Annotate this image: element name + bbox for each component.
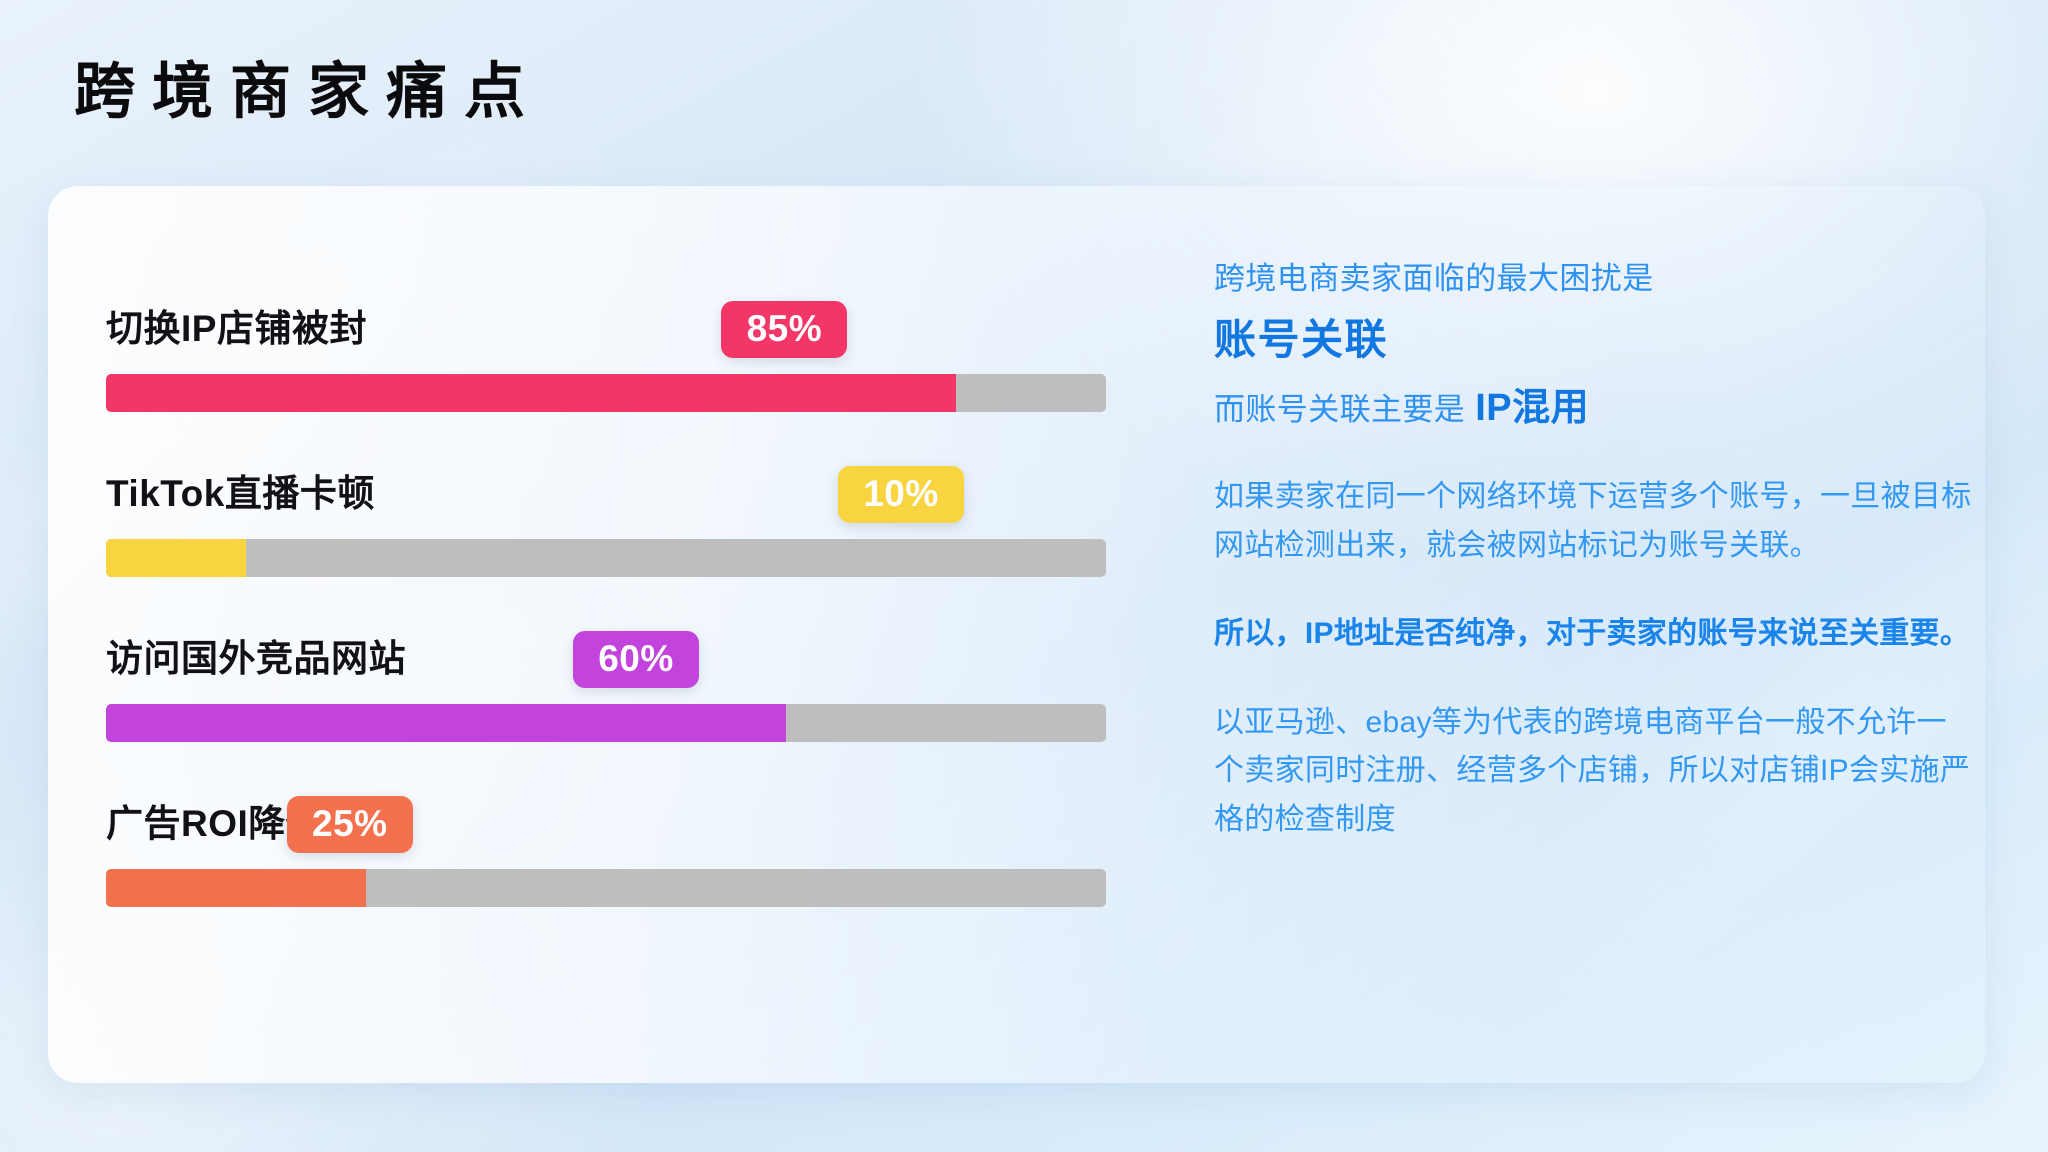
bar-fill xyxy=(106,374,956,412)
bar-header: 广告ROI降低 25% xyxy=(106,761,1166,853)
pain-point-bar-chart: 切换IP店铺被封 85% TikTok直播卡顿 10% 访问国外竞品网站 xyxy=(106,266,1166,926)
bar-track xyxy=(106,704,1106,742)
copy-hero: 账号关联 xyxy=(1214,316,1389,364)
bar-row: TikTok直播卡顿 10% xyxy=(106,431,1166,596)
bar-label: 广告ROI降低 xyxy=(106,803,324,844)
bar-row: 访问国外竞品网站 60% xyxy=(106,596,1166,761)
copy-paragraph-1: 如果卖家在同一个网络环境下运营多个账号，一旦被目标网站检测出来，就会被网站标记为… xyxy=(1214,480,1972,562)
bar-label: 访问国外竞品网站 xyxy=(106,638,406,679)
copy-sub-prefix: 而账号关联主要是 xyxy=(1214,391,1466,427)
bar-label: 切换IP店铺被封 xyxy=(106,308,367,349)
copy-lead: 跨境电商卖家面临的最大困扰是 xyxy=(1214,261,1654,296)
bar-header: TikTok直播卡顿 10% xyxy=(106,431,1166,523)
copy-subheading: 而账号关联主要是 IP混用 xyxy=(1214,384,1974,433)
bar-value-badge: 10% xyxy=(838,466,964,523)
copy-sub-emphasis: IP混用 xyxy=(1475,386,1590,429)
bar-fill xyxy=(106,704,786,742)
bar-value-badge: 85% xyxy=(721,301,848,358)
explanation-panel: 跨境电商卖家面临的最大困扰是 账号关联 而账号关联主要是 IP混用 如果卖家在同一… xyxy=(1214,256,1974,845)
bar-row: 广告ROI降低 25% xyxy=(106,761,1166,926)
bar-track xyxy=(106,869,1106,907)
copy-paragraph-2: 所以，IP地址是否纯净，对于卖家的账号来说至关重要。 xyxy=(1214,617,1971,651)
bar-value-badge: 25% xyxy=(286,796,413,853)
content-card: 切换IP店铺被封 85% TikTok直播卡顿 10% 访问国外竞品网站 xyxy=(48,186,1985,1083)
bar-track xyxy=(106,539,1106,577)
bar-header: 访问国外竞品网站 60% xyxy=(106,596,1166,688)
bar-label: TikTok直播卡顿 xyxy=(106,473,375,514)
bar-row: 切换IP店铺被封 85% xyxy=(106,266,1166,431)
bar-fill xyxy=(106,869,366,907)
bar-fill xyxy=(106,539,246,577)
bar-header: 切换IP店铺被封 85% xyxy=(106,266,1166,358)
bar-value-badge: 60% xyxy=(573,631,699,688)
copy-paragraph-3: 以亚马逊、ebay等为代表的跨境电商平台一般不允许一个卖家同时注册、经营多个店铺… xyxy=(1214,705,1971,836)
page-title: 跨境商家痛点 xyxy=(74,57,543,125)
bar-track xyxy=(106,374,1106,412)
